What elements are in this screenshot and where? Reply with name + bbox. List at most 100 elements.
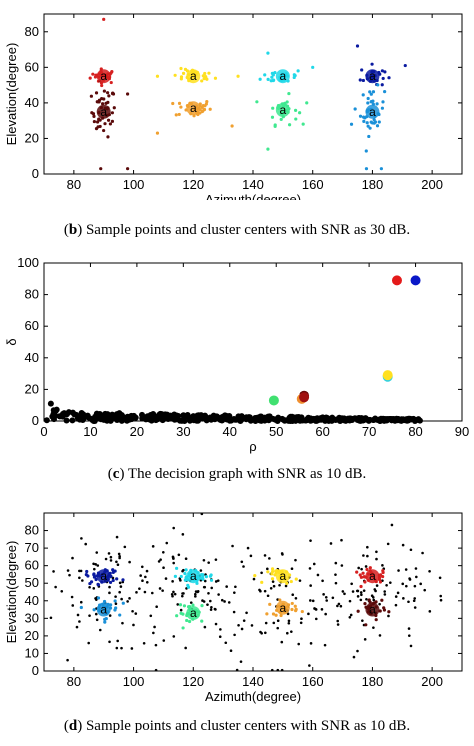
noise-point: [394, 603, 398, 607]
noise-point: [378, 634, 382, 637]
noise-point: [209, 608, 213, 611]
noise-point: [394, 595, 398, 598]
noise-point: [134, 612, 138, 615]
cluster-point: [287, 123, 292, 127]
noise-point: [287, 621, 291, 625]
noise-point: [287, 619, 291, 623]
caption-c-text: The decision graph with SNR as 10 dB.: [127, 466, 367, 482]
cluster-point: [108, 580, 113, 585]
x-tick-label: 10: [83, 424, 97, 439]
x-axis-label: Azimuth(degree): [205, 192, 301, 200]
noise-point: [227, 601, 231, 604]
noise-point: [309, 642, 313, 645]
cluster-center-label: a: [100, 603, 107, 617]
density-point: [243, 416, 250, 423]
cluster-center-label: a: [100, 105, 107, 119]
cluster-center: [365, 104, 380, 119]
noise-point: [88, 585, 91, 589]
noise-point: [413, 584, 417, 588]
cluster-point: [365, 567, 369, 572]
noise-point: [270, 668, 274, 672]
noise-point: [375, 557, 378, 561]
noise-point: [260, 571, 263, 575]
cluster-point: [380, 598, 384, 602]
noise-point: [117, 552, 121, 556]
cluster-point: [285, 100, 289, 104]
noise-point: [409, 644, 413, 648]
cluster-point: [360, 68, 364, 72]
noise-point: [203, 579, 207, 583]
cluster-point: [91, 112, 96, 116]
noise-point: [336, 604, 339, 608]
cluster-point: [93, 75, 98, 79]
cluster-point: [369, 92, 373, 96]
cluster-point: [289, 579, 293, 584]
noise-point: [356, 649, 359, 653]
noise-point: [223, 600, 226, 603]
outlier-point: [155, 131, 160, 135]
plot-frame: [43, 262, 463, 422]
noise-point: [325, 599, 329, 602]
cluster-point: [381, 76, 385, 81]
noise-point: [108, 614, 112, 617]
cluster-point: [268, 602, 272, 606]
cluster-point: [253, 574, 257, 578]
noise-point: [364, 565, 368, 568]
noise-point: [108, 585, 111, 589]
noise-point: [225, 585, 228, 588]
cluster-point: [290, 607, 294, 612]
noise-point: [54, 585, 57, 589]
cluster-center: [96, 602, 111, 617]
outlier-point: [126, 92, 130, 96]
noise-point: [337, 602, 341, 606]
cluster-point: [293, 108, 298, 112]
noise-point: [173, 592, 177, 596]
noise-point: [203, 625, 207, 629]
noise-point: [350, 582, 353, 586]
cluster-point: [103, 122, 107, 126]
noise-point: [242, 619, 246, 622]
cluster-center: [275, 103, 290, 117]
x-axis-label: ρ: [249, 439, 256, 454]
noise-point: [209, 599, 212, 603]
cluster-center: [186, 606, 201, 621]
density-point: [106, 415, 113, 422]
noise-point: [224, 641, 228, 645]
noise-point: [171, 556, 175, 560]
x-tick-label: 60: [315, 424, 329, 439]
noise-point: [396, 591, 400, 595]
noise-point: [340, 538, 343, 542]
noise-point: [115, 535, 119, 539]
cluster-point: [363, 602, 367, 606]
noise-point: [196, 590, 200, 593]
cluster-point: [202, 77, 206, 81]
density-point: [399, 416, 406, 423]
density-point: [408, 416, 415, 423]
density-point: [291, 414, 298, 421]
noise-point: [81, 579, 84, 582]
density-point: [43, 417, 50, 424]
noise-point: [366, 545, 369, 549]
cluster-point: [177, 112, 181, 117]
x-tick-label: 200: [421, 674, 443, 689]
noise-point: [351, 590, 355, 593]
noise-point: [286, 631, 289, 635]
noise-point: [207, 561, 210, 564]
noise-point: [66, 569, 70, 572]
density-point: [320, 416, 327, 423]
noise-point: [206, 603, 209, 606]
y-tick-label: 0: [32, 663, 39, 678]
density-point: [238, 413, 245, 420]
cluster-point: [285, 581, 289, 585]
cluster-point: [266, 77, 270, 81]
noise-point: [355, 589, 359, 593]
cluster-point: [378, 609, 382, 613]
noise-point: [95, 618, 99, 622]
cluster-point: [380, 69, 384, 73]
x-tick-label: 50: [269, 424, 283, 439]
noise-point: [334, 573, 337, 576]
x-tick-label: 80: [408, 424, 422, 439]
noise-point: [401, 543, 405, 547]
cluster-center: [96, 104, 111, 119]
cluster-point: [200, 619, 204, 623]
